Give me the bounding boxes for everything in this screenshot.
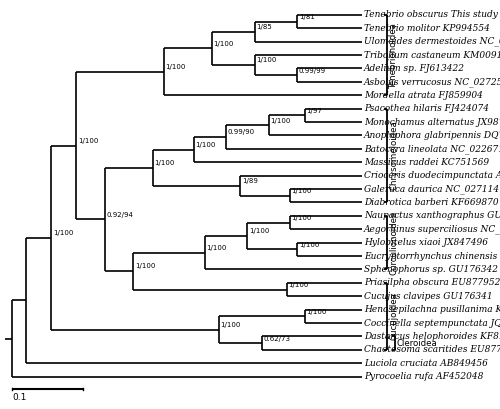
Text: 1/100: 1/100 <box>53 230 73 236</box>
Text: Tribolium castaneum KM009121: Tribolium castaneum KM009121 <box>364 51 500 60</box>
Text: 1/100: 1/100 <box>135 263 155 270</box>
Text: 1/100: 1/100 <box>292 215 312 221</box>
Text: Galeruca daurica NC_027114: Galeruca daurica NC_027114 <box>364 184 499 194</box>
Text: Cucujoidea: Cucujoidea <box>390 292 398 340</box>
Text: 1/100: 1/100 <box>165 64 186 70</box>
Text: Priasilpha obscura EU877952: Priasilpha obscura EU877952 <box>364 278 500 288</box>
Text: Cleroidea: Cleroidea <box>397 339 438 348</box>
Text: Tenebrio obscurus This study: Tenebrio obscurus This study <box>364 10 498 19</box>
Text: 1/89: 1/89 <box>242 178 258 184</box>
Text: Batocera lineolata NC_022671: Batocera lineolata NC_022671 <box>364 144 500 154</box>
Text: Eucryptorrhynchus chinensis NC_026719: Eucryptorrhynchus chinensis NC_026719 <box>364 251 500 261</box>
Text: 1/100: 1/100 <box>154 160 175 166</box>
Text: Cucujus clavipes GU176341: Cucujus clavipes GU176341 <box>364 292 492 301</box>
Text: 1/97: 1/97 <box>306 108 322 114</box>
Text: Adelium sp. FJ613422: Adelium sp. FJ613422 <box>364 64 464 73</box>
Text: 1/100: 1/100 <box>256 57 276 63</box>
Text: Hylobitelus xiaoi JX847496: Hylobitelus xiaoi JX847496 <box>364 238 488 247</box>
Text: 1/100: 1/100 <box>270 118 290 124</box>
Text: 1/81: 1/81 <box>299 14 314 20</box>
Text: 1/100: 1/100 <box>299 242 319 248</box>
Text: 1/100: 1/100 <box>249 228 270 234</box>
Text: Crioceris duodecimpunctata AF467886: Crioceris duodecimpunctata AF467886 <box>364 171 500 180</box>
Text: 0.92/94: 0.92/94 <box>106 212 133 218</box>
Text: Dastarcus helophoroides KF811054: Dastarcus helophoroides KF811054 <box>364 332 500 341</box>
Text: Henosepilachna pusillanima KJ131489: Henosepilachna pusillanima KJ131489 <box>364 305 500 314</box>
Text: Naupactus xanthographus GU176345: Naupactus xanthographus GU176345 <box>364 211 500 220</box>
Text: 1/100: 1/100 <box>213 41 234 47</box>
Text: Mordella atrata FJ859904: Mordella atrata FJ859904 <box>364 91 482 100</box>
Text: Luciola cruciata AB849456: Luciola cruciata AB849456 <box>364 359 488 368</box>
Text: Ulomoides dermestoides NC_025332: Ulomoides dermestoides NC_025332 <box>364 37 500 47</box>
Text: Massicus raddei KC751569: Massicus raddei KC751569 <box>364 158 489 167</box>
Text: 0.99/90: 0.99/90 <box>228 130 254 135</box>
Text: Chrysomeloidea: Chrysomeloidea <box>390 121 398 191</box>
Text: 1/85: 1/85 <box>256 24 272 30</box>
Text: Psacothea hilaris FJ424074: Psacothea hilaris FJ424074 <box>364 104 488 113</box>
Text: Curculionoidea: Curculionoidea <box>390 211 398 275</box>
Text: Tenebrionoidea: Tenebrionoidea <box>390 22 398 88</box>
Text: 0.1: 0.1 <box>12 393 26 402</box>
Text: Diabrotica barberi KF669870: Diabrotica barberi KF669870 <box>364 198 498 207</box>
Text: 1/100: 1/100 <box>78 138 98 144</box>
Text: Monochamus alternatus JX987292: Monochamus alternatus JX987292 <box>364 117 500 126</box>
Text: 1/100: 1/100 <box>292 188 312 194</box>
Text: Tenebrio molitor KP994554: Tenebrio molitor KP994554 <box>364 24 490 33</box>
Text: Chaetosoma scaritides EU877951: Chaetosoma scaritides EU877951 <box>364 345 500 354</box>
Text: Coccinella septempunctata JQ321839: Coccinella septempunctata JQ321839 <box>364 319 500 328</box>
Text: 0.62/73: 0.62/73 <box>263 335 290 342</box>
Text: Anoplophora glabripennis DQ768215: Anoplophora glabripennis DQ768215 <box>364 131 500 140</box>
Text: Pyrocoelia rufa AF452048: Pyrocoelia rufa AF452048 <box>364 372 483 381</box>
Text: 1/100: 1/100 <box>206 245 227 251</box>
Text: 1/100: 1/100 <box>288 282 308 288</box>
Text: 0.99/99: 0.99/99 <box>299 67 326 74</box>
Text: 1/100: 1/100 <box>196 142 216 148</box>
Text: Aegorhinus superciliosus NC_027577: Aegorhinus superciliosus NC_027577 <box>364 225 500 234</box>
Text: 1/100: 1/100 <box>220 322 240 328</box>
Text: Sphenophorus sp. GU176342: Sphenophorus sp. GU176342 <box>364 265 498 274</box>
Text: Asbolus verrucosus NC_027256: Asbolus verrucosus NC_027256 <box>364 77 500 87</box>
Text: 1/100: 1/100 <box>306 309 326 315</box>
